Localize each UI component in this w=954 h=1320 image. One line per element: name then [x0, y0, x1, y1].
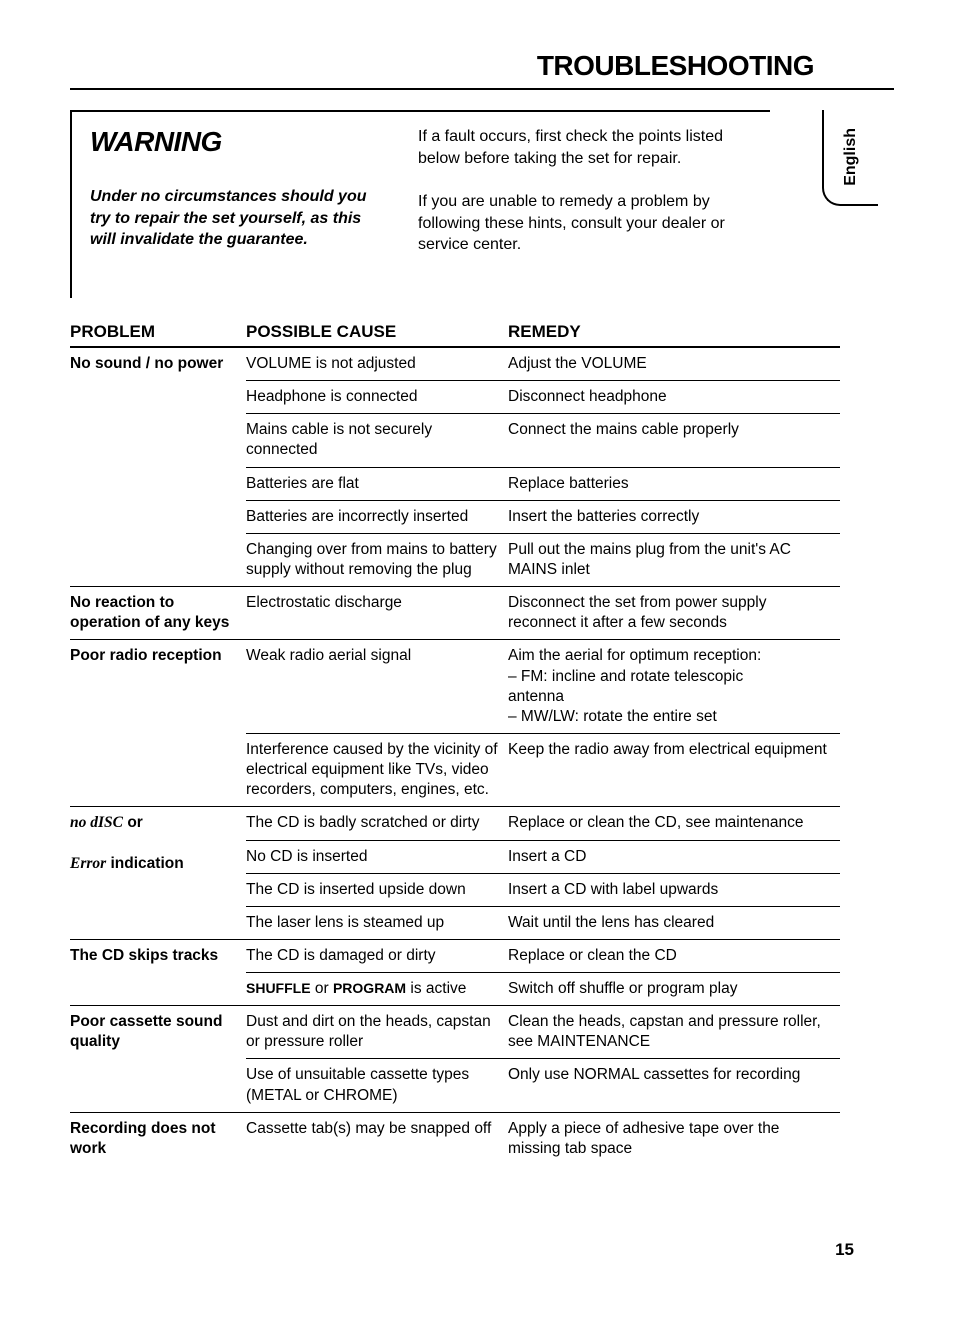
problem-cell: Recording does not work — [70, 1112, 246, 1165]
problem-cell: Poor radio reception — [70, 640, 246, 807]
remedy-cell: Only use NORMAL cassettes for recording — [508, 1059, 840, 1112]
remedy-cell: Apply a piece of adhesive tape over the … — [508, 1112, 840, 1165]
header-remedy: REMEDY — [508, 316, 840, 347]
remedy-cell: Insert the batteries correctly — [508, 500, 840, 533]
language-label: English — [842, 128, 860, 186]
remedy-cell: Switch off shuffle or program play — [508, 973, 840, 1006]
title-rule — [70, 88, 894, 90]
header-problem: PROBLEM — [70, 316, 246, 347]
cause-cell: Batteries are flat — [246, 467, 508, 500]
cause-cell: The CD is badly scratched or dirty — [246, 807, 508, 840]
language-tab: English — [822, 110, 878, 206]
cause-cell: Electrostatic discharge — [246, 587, 508, 640]
advice-2: If you are unable to remedy a problem by… — [418, 191, 752, 256]
cause-cell: Batteries are incorrectly inserted — [246, 500, 508, 533]
cause-cell: The CD is damaged or dirty — [246, 939, 508, 972]
remedy-cell: Replace or clean the CD, see maintenance — [508, 807, 840, 840]
cause-cell: The CD is inserted upside down — [246, 873, 508, 906]
remedy-cell: Aim the aerial for optimum reception: – … — [508, 640, 840, 734]
remedy-cell: Adjust the VOLUME — [508, 347, 840, 381]
remedy-cell: Replace batteries — [508, 467, 840, 500]
header-cause: POSSIBLE CAUSE — [246, 316, 508, 347]
cause-cell: The laser lens is steamed up — [246, 906, 508, 939]
remedy-cell: Disconnect the set from power supply rec… — [508, 587, 840, 640]
warning-box: WARNING Under no circumstances should yo… — [70, 110, 770, 298]
cause-cell: No CD is inserted — [246, 840, 508, 873]
page-number: 15 — [835, 1240, 854, 1260]
cause-cell: Interference caused by the vicinity of e… — [246, 733, 508, 806]
cause-cell: Weak radio aerial signal — [246, 640, 508, 734]
page-title: TROUBLESHOOTING — [70, 50, 894, 82]
problem-cell: The CD skips tracks — [70, 939, 246, 1005]
remedy-cell: Wait until the lens has cleared — [508, 906, 840, 939]
remedy-cell: Keep the radio away from electrical equi… — [508, 733, 840, 806]
troubleshooting-table: PROBLEM POSSIBLE CAUSE REMEDY No sound /… — [70, 316, 840, 1165]
cause-cell: Use of unsuitable cassette types (METAL … — [246, 1059, 508, 1112]
cause-cell: Headphone is connected — [246, 381, 508, 414]
cause-cell: Cassette tab(s) may be snapped off — [246, 1112, 508, 1165]
remedy-cell: Insert a CD — [508, 840, 840, 873]
cause-cell: VOLUME is not adjusted — [246, 347, 508, 381]
remedy-cell: Replace or clean the CD — [508, 939, 840, 972]
intro-block: WARNING Under no circumstances should yo… — [70, 110, 894, 298]
cause-cell: Mains cable is not securely connected — [246, 414, 508, 467]
problem-cell: No reaction to operation of any keys — [70, 587, 246, 640]
advice-1: If a fault occurs, first check the point… — [418, 126, 752, 169]
problem-cell: No sound / no power — [70, 347, 246, 587]
cause-cell: Dust and dirt on the heads, capstan or p… — [246, 1006, 508, 1059]
warning-heading: WARNING — [90, 126, 390, 158]
table-header-row: PROBLEM POSSIBLE CAUSE REMEDY — [70, 316, 840, 347]
remedy-cell: Pull out the mains plug from the unit's … — [508, 533, 840, 586]
remedy-cell: Connect the mains cable properly — [508, 414, 840, 467]
problem-cell: Poor cassette sound quality — [70, 1006, 246, 1113]
remedy-cell: Clean the heads, capstan and pressure ro… — [508, 1006, 840, 1059]
cause-cell: SHUFFLE or PROGRAM is active — [246, 973, 508, 1006]
remedy-cell: Insert a CD with label upwards — [508, 873, 840, 906]
remedy-cell: Disconnect headphone — [508, 381, 840, 414]
problem-cell: no dISC orError indication — [70, 807, 246, 940]
warning-note: Under no circumstances should you try to… — [90, 186, 390, 251]
cause-cell: Changing over from mains to battery supp… — [246, 533, 508, 586]
